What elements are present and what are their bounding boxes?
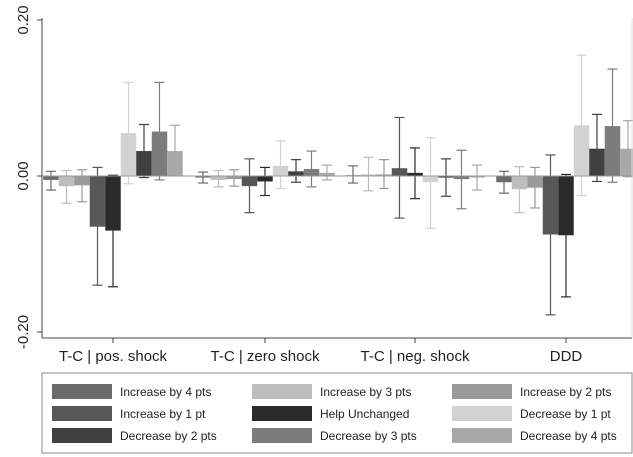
y-tick-label: 0.20 [15,5,32,34]
y-tick-label: 0.00 [15,161,32,190]
x-category-label: T-C | neg. shock [361,348,470,365]
x-category-label: DDD [550,348,583,365]
legend-swatch [452,428,512,443]
plot-area [43,54,633,316]
y-tick-label: -0.20 [15,315,32,349]
legend-box [41,372,633,454]
x-category-label: T-C | zero shock [211,348,320,365]
legend-swatch [252,384,312,399]
legend: Increase by 4 pts Increase by 3 pts Increa… [41,372,633,454]
legend-swatch [252,428,312,443]
legend-swatch [52,406,112,421]
legend-swatch [452,406,512,421]
legend-label: Help Unchanged [320,407,409,421]
legend-label: Decrease by 2 pts [120,429,217,443]
legend-label: Increase by 2 pts [520,385,611,399]
legend-swatch [52,384,112,399]
legend-swatch [252,406,312,421]
x-category-label: T-C | pos. shock [59,348,168,365]
legend-label: Decrease by 3 pts [320,429,417,443]
legend-label: Decrease by 1 pt [520,407,611,421]
legend-label: Increase by 4 pts [120,385,211,399]
legend-swatch [452,384,512,399]
axes: -0.20 0.00 0.20 T-C | pos. shock T-C | zero … [15,5,633,365]
legend-label: Decrease by 4 pts [520,429,617,443]
legend-label: Increase by 1 pt [120,407,206,421]
legend-swatch [52,428,112,443]
bar [620,148,633,176]
legend-label: Increase by 3 pts [320,385,411,399]
